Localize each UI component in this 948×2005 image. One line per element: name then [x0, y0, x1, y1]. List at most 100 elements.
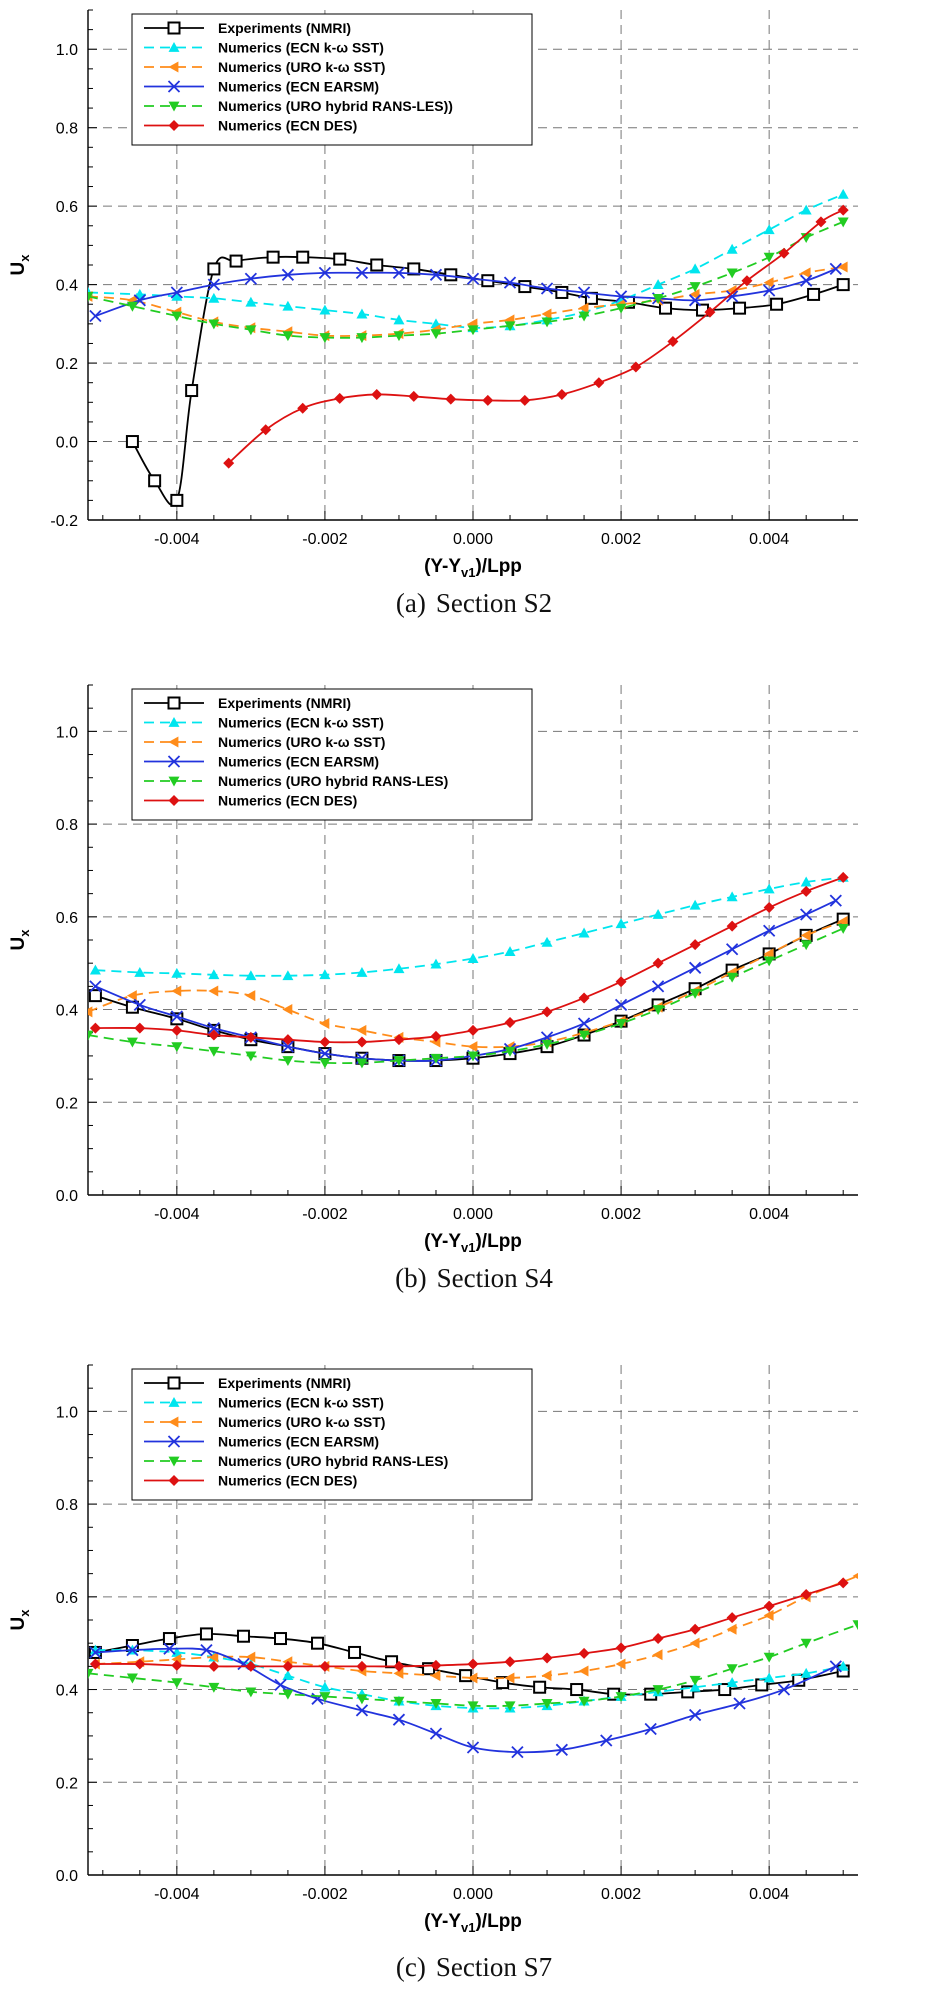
- chart-panel-b: 0.0 0.2 0.4 0.6 0.8 1.0 -0.004 -0.002 0.000 0.002…: [0, 675, 948, 1255]
- chart-c-legend-marker-1: [168, 1397, 180, 1407]
- chart-b-series-3-point-1: [133, 998, 146, 1012]
- chart-c-series-0-point-10: [459, 1669, 473, 1683]
- chart-a-series-5-line: [228, 209, 844, 464]
- chart-c-series-4-point-1: [126, 1673, 138, 1684]
- chart-a-series-0-point-7: [296, 250, 310, 264]
- chart-c-series-3: [89, 1642, 842, 1759]
- chart-c-series-0-point-5: [274, 1632, 287, 1646]
- chart-c-xtick-label: 0.002: [601, 1886, 641, 1903]
- chart-a-series-5-point-2: [297, 402, 309, 414]
- caption-b-text: Section S4: [436, 1263, 553, 1293]
- chart-c-series-5-point-16: [689, 1623, 701, 1635]
- chart-a-series-3: [89, 262, 842, 323]
- chart-c-series-1-point-17: [726, 1677, 738, 1687]
- chart-b-ytick-label: 0.0: [56, 1188, 78, 1205]
- chart-c-series-1-point-5: [282, 1670, 294, 1681]
- chart-b-series-1-point-2: [171, 967, 183, 978]
- caption-b: (b) Section S4: [0, 1263, 948, 1294]
- caption-c: (c) Section S7: [0, 1952, 948, 1983]
- chart-b-series-3-point-0: [89, 980, 102, 993]
- chart-c-series-3-point-16: [733, 1697, 746, 1710]
- chart-c-series-3-point-5: [274, 1678, 287, 1692]
- chart-c-legend-item-1: Numerics (ECN k-ω SST): [144, 1395, 384, 1411]
- chart-b-series-1-point-14: [615, 918, 627, 929]
- chart-a-legend-item-2: Numerics (URO k-ω SST): [144, 59, 385, 75]
- chart-a-series-4: [88, 217, 849, 344]
- chart-c-series-2-point-20: [852, 1572, 858, 1580]
- chart-a-series-1-point-20: [837, 188, 849, 199]
- chart-a-series-2-point-19: [800, 267, 811, 279]
- chart-c-series-3-point-11: [511, 1745, 524, 1759]
- chart-c-xtick-label: -0.004: [154, 1886, 199, 1903]
- chart-b-series-5-point-13: [578, 992, 590, 1004]
- chart-a-series-3-point-19: [800, 274, 813, 287]
- chart-c-legend-marker-0: [167, 1376, 181, 1390]
- chart-b-series-4-point-0: [88, 1030, 94, 1041]
- chart-b-series-3-point-19: [800, 908, 813, 921]
- chart-a-legend-item-1: Numerics (ECN k-ω SST): [144, 40, 384, 56]
- chart-a-series-3-point-8: [392, 266, 406, 279]
- chart-c-legend-item-4: Numerics (URO hybrid RANS-LES): [144, 1453, 448, 1469]
- chart-c-series-1-line: [95, 1649, 844, 1710]
- chart-a-series-2-point-18: [763, 277, 774, 289]
- chart-b-series-5-point-19: [800, 885, 812, 897]
- chart-c-legend-marker-5: [168, 1475, 180, 1486]
- chart-a-series-3-point-16: [688, 294, 702, 307]
- svg-text:Ux: Ux: [8, 929, 32, 951]
- chart-b-series-4: [88, 924, 849, 1069]
- chart-a-series-4-point-20: [837, 217, 849, 228]
- chart-b-series-2-point-1: [126, 990, 137, 1002]
- caption-c-label: (c): [395, 1952, 426, 1982]
- chart-b-series-4-point-8: [393, 1056, 405, 1067]
- chart-b-series-4-point-20: [837, 924, 849, 934]
- chart-b-series-4-point-1: [126, 1037, 138, 1048]
- chart-a-series-3-point-12: [540, 282, 554, 295]
- chart-c-series-0-point-16: [681, 1685, 695, 1699]
- chart-c-series-0-point-3: [199, 1627, 213, 1641]
- chart-b-xtick-label: 0.004: [749, 1206, 789, 1223]
- chart-a-series-1-point-17: [726, 243, 738, 254]
- chart-b-series-2-point-19: [800, 929, 811, 941]
- chart-b-series-5-point-2: [171, 1024, 183, 1036]
- chart-c-legend-marker-3: [167, 1435, 181, 1448]
- chart-a-xtick-label: 0.004: [749, 531, 789, 548]
- chart-a-xtick-label: 0.000: [453, 531, 493, 548]
- chart-a-series-4-point-5: [282, 331, 294, 342]
- chart-b-ytick-label: 0.8: [56, 817, 78, 834]
- chart-b-series-1-point-6: [319, 969, 331, 980]
- chart-a-series-5-point-7: [482, 394, 494, 406]
- chart-b-series-5-point-11: [504, 1017, 516, 1029]
- chart-a-series-5: [223, 204, 849, 469]
- chart-c-series-5-point-20: [837, 1577, 849, 1589]
- chart-c-series-2-point-15: [652, 1649, 663, 1661]
- caption-a: (a) Section S2: [0, 588, 948, 619]
- chart-c-series-5-point-11: [504, 1656, 516, 1668]
- chart-c-series-2-point-11: [504, 1672, 515, 1684]
- chart-a-series-0-point-4: [207, 262, 221, 276]
- chart-c-xtick-label: 0.000: [453, 1886, 493, 1903]
- chart-a-legend-item-0: Experiments (NMRI): [144, 20, 351, 36]
- chart-c-series-5-point-19: [800, 1589, 812, 1600]
- chart-a-ytick-label: 0.6: [56, 199, 78, 216]
- chart-b-series-1: [89, 871, 849, 981]
- chart-a-plot-area: [88, 188, 850, 507]
- chart-c-series-3-point-9: [429, 1727, 443, 1740]
- chart-a-series-5-point-15: [778, 247, 790, 259]
- chart-b-series-4-point-17: [726, 972, 738, 983]
- chart-b-xtick-label: 0.000: [453, 1206, 493, 1223]
- chart-b-series-5-point-0: [89, 1022, 101, 1034]
- chart-c-series-5-point-15: [652, 1633, 664, 1645]
- chart-b-series-4-point-19: [800, 940, 812, 951]
- chart-b-series-1-point-8: [393, 963, 405, 974]
- chart-a-legend-item-5: Numerics (ECN DES): [144, 118, 357, 134]
- chart-c-ytick-label: 1.0: [56, 1404, 78, 1421]
- chart-c-legend-item-2: Numerics (URO k-ω SST): [144, 1414, 385, 1430]
- chart-b-series-4-point-9: [430, 1053, 442, 1064]
- chart-c-series-2-point-17: [726, 1623, 737, 1635]
- chart-b-series-1-point-17: [726, 891, 738, 902]
- chart-b-series-1-point-11: [504, 946, 516, 956]
- chart-c-series-3-point-12: [555, 1743, 568, 1756]
- chart-b-ytick-label: 0.2: [56, 1095, 78, 1112]
- chart-c-series-5-point-14: [615, 1642, 627, 1654]
- chart-a-series-4-point-13: [578, 311, 590, 322]
